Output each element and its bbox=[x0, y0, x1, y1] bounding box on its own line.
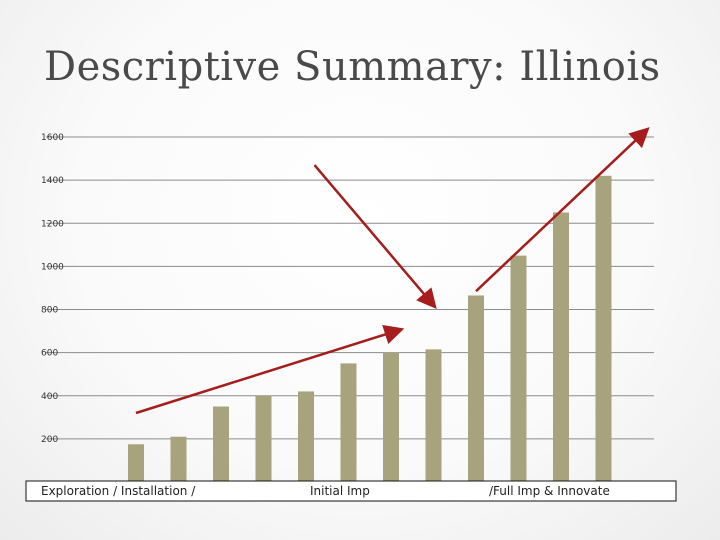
x-label-full-imp: /Full Imp & Innovate bbox=[489, 484, 610, 498]
x-label-initial-imp: Initial Imp bbox=[310, 484, 370, 498]
bar-3 bbox=[213, 406, 229, 482]
bar-11 bbox=[553, 212, 569, 482]
bar-6 bbox=[340, 363, 357, 482]
bar-10 bbox=[510, 255, 527, 482]
y-tick-label: 400 bbox=[41, 392, 58, 402]
trend-arrow-3 bbox=[475, 127, 650, 293]
bars bbox=[128, 175, 612, 482]
x-label-box bbox=[25, 480, 677, 502]
x-label-exploration: Exploration / Installation / bbox=[41, 484, 196, 498]
bar-7 bbox=[383, 352, 399, 482]
y-tick-label: 600 bbox=[41, 349, 58, 359]
y-tick-label: 1400 bbox=[41, 176, 64, 186]
bar-4 bbox=[255, 395, 272, 482]
slide-title: Descriptive Summary: Illinois bbox=[44, 44, 661, 90]
bar-5 bbox=[298, 391, 314, 482]
trend-arrow-2 bbox=[313, 164, 437, 309]
y-tick-labels: 200 400 600 800 1000 1200 1400 1600 bbox=[41, 133, 64, 445]
bar-8 bbox=[425, 349, 442, 482]
y-tick-label: 200 bbox=[41, 435, 58, 445]
gridlines bbox=[46, 136, 654, 440]
bar-1 bbox=[128, 444, 144, 482]
trend-arrows bbox=[135, 127, 650, 415]
y-tick-label: 1000 bbox=[41, 262, 64, 272]
y-tick-label: 800 bbox=[41, 306, 58, 316]
y-tick-label: 1200 bbox=[41, 219, 64, 229]
bar-9 bbox=[468, 295, 484, 482]
bar-12 bbox=[595, 175, 612, 482]
bar-chart: 200 400 600 800 1000 1200 1400 1600 Exploration… bbox=[25, 127, 677, 502]
trend-arrow-1 bbox=[135, 324, 405, 415]
chart: 200 400 600 800 1000 1200 1400 1600 Exploration… bbox=[24, 120, 678, 504]
y-tick-label: 1600 bbox=[41, 133, 64, 143]
bar-2 bbox=[170, 436, 187, 482]
